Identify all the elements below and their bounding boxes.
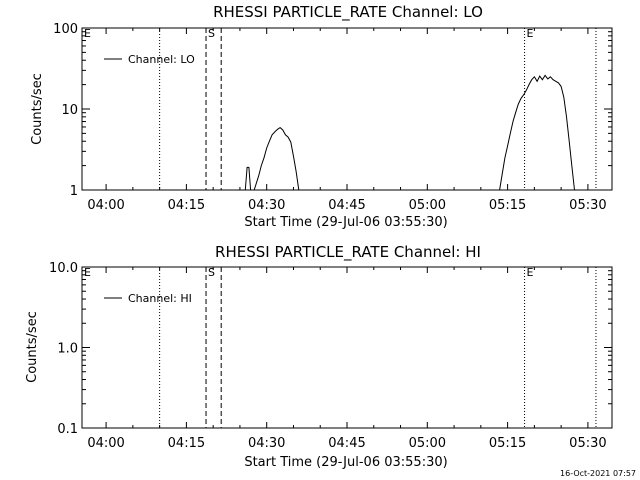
x-tick-label: 05:30 bbox=[569, 198, 606, 213]
x-tick-label: 04:45 bbox=[328, 198, 365, 213]
x-tick-label: 05:15 bbox=[489, 198, 526, 213]
y-tick-label: 1.0 bbox=[57, 342, 78, 357]
y-tick-label: 10 bbox=[61, 103, 78, 118]
legend: Channel: LO bbox=[104, 53, 195, 66]
x-axis-label: Start Time (29-Jul-06 03:55:30) bbox=[244, 215, 447, 230]
x-tick-label: 04:15 bbox=[168, 198, 205, 213]
x-tick-label: 05:00 bbox=[409, 198, 446, 213]
footer-timestamp: 16-Oct-2021 07:57 bbox=[560, 469, 636, 478]
x-tick-label: 04:00 bbox=[87, 198, 124, 213]
y-tick-label: 100 bbox=[53, 22, 78, 37]
x-tick-label: 05:00 bbox=[409, 436, 446, 451]
x-tick-label: 04:00 bbox=[87, 436, 124, 451]
panel-lo: RHESSI PARTICLE_RATE Channel: LO Start T… bbox=[30, 3, 613, 230]
y-tick-label: 0.1 bbox=[57, 422, 78, 437]
marker-label: S bbox=[208, 27, 215, 40]
chart-title: RHESSI PARTICLE_RATE Channel: LO bbox=[213, 3, 483, 22]
y-axis-label: Counts/sec bbox=[30, 73, 45, 145]
marker-label: E bbox=[84, 266, 91, 279]
legend-entry: Channel: HI bbox=[128, 292, 192, 305]
x-tick-label: 05:15 bbox=[489, 436, 526, 451]
y-tick-label: 1 bbox=[70, 184, 78, 199]
x-tick-label: 05:30 bbox=[569, 436, 606, 451]
series-line bbox=[253, 126, 300, 191]
y-tick-label: 10.0 bbox=[49, 261, 78, 276]
marker-label: E bbox=[527, 27, 534, 40]
legend-entry: Channel: LO bbox=[128, 53, 195, 66]
marker-label: E bbox=[527, 266, 534, 279]
marker-label: S bbox=[208, 266, 215, 279]
series-line bbox=[244, 166, 252, 191]
y-axis-label: Counts/sec bbox=[25, 311, 40, 383]
x-tick-label: 04:30 bbox=[248, 198, 285, 213]
x-tick-label: 04:45 bbox=[328, 436, 365, 451]
panel-hi: RHESSI PARTICLE_RATE Channel: HI Start T… bbox=[25, 243, 613, 470]
x-axis-label: Start Time (29-Jul-06 03:55:30) bbox=[244, 455, 447, 470]
x-tick-label: 04:15 bbox=[168, 436, 205, 451]
chart-title: RHESSI PARTICLE_RATE Channel: HI bbox=[215, 243, 481, 262]
legend: Channel: HI bbox=[104, 292, 192, 305]
x-tick-label: 04:30 bbox=[248, 436, 285, 451]
marker-label: E bbox=[84, 27, 91, 40]
series-line bbox=[499, 74, 575, 191]
